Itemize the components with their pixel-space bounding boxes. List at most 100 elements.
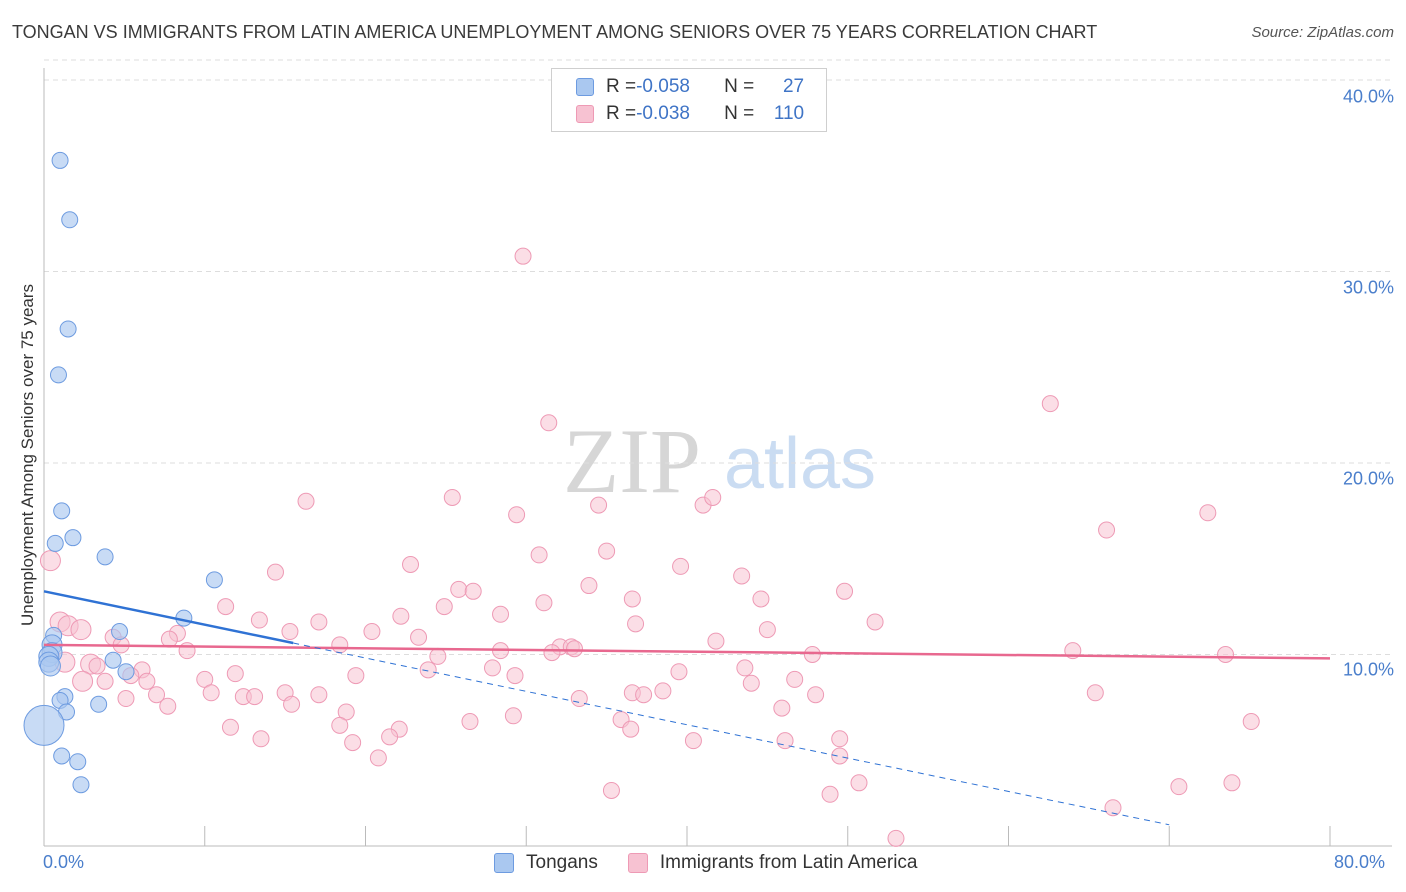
tongan-point-17 <box>117 663 135 681</box>
y-tick-label-40: 40.0% <box>1342 86 1394 107</box>
latin-point-74 <box>654 682 672 700</box>
grid <box>44 59 1392 655</box>
latin-point-18 <box>450 580 468 598</box>
latin-point-41 <box>160 630 178 648</box>
latin-point-44 <box>331 636 349 654</box>
latin-point-48 <box>565 640 583 658</box>
latin-point-109 <box>602 781 620 799</box>
tongan-point-26 <box>72 776 90 794</box>
latin-point-76 <box>635 686 653 704</box>
tongan-series <box>23 151 223 794</box>
watermark: ZIP atlas <box>563 410 876 512</box>
latin-point-81 <box>202 684 220 702</box>
latin-point-111 <box>1223 774 1241 792</box>
tongan-point-2 <box>59 320 77 338</box>
latin-point-61 <box>419 661 437 679</box>
latin-swatch <box>576 105 594 123</box>
latin-point-65 <box>347 667 365 685</box>
latin-point-87 <box>283 695 301 713</box>
legend-row-latin-america: R = -0.038 N = 110 <box>576 102 804 126</box>
tongan-legend-swatch <box>494 853 514 873</box>
latin-point-77 <box>807 686 825 704</box>
latin-point-92 <box>461 713 479 731</box>
latin-point-26 <box>435 598 453 616</box>
tongan-point-24 <box>53 747 71 765</box>
latin-point-0 <box>514 247 532 265</box>
latin-point-85 <box>246 688 264 706</box>
latin-point-70 <box>72 670 94 692</box>
latin-point-43 <box>707 632 725 650</box>
latin-point-52 <box>803 646 821 663</box>
latin-point-100 <box>252 730 270 748</box>
n-label: N = <box>724 103 755 124</box>
latin-point-31 <box>627 615 645 633</box>
legend-item-latin-america: Immigrants from Latin America <box>627 852 918 874</box>
latin-trend-line <box>43 643 1331 660</box>
latin-point-6 <box>590 496 608 514</box>
latin-point-12 <box>598 542 616 560</box>
latin-point-23 <box>752 590 770 608</box>
legend-item-tongans: Tongans <box>494 852 598 874</box>
latin-point-71 <box>96 672 114 690</box>
latin-point-60 <box>483 659 501 677</box>
latin-point-11 <box>530 546 548 564</box>
legend-label-latin-america: Immigrants from Latin America <box>659 852 918 873</box>
latin-point-103 <box>831 730 849 748</box>
latin-point-91 <box>504 707 522 725</box>
latin-point-112 <box>1104 799 1122 817</box>
latin-point-30 <box>310 613 328 631</box>
r-label: R = <box>606 76 637 97</box>
tongan-point-8 <box>205 571 223 589</box>
tongan-point-18 <box>39 655 61 677</box>
latin-point-113 <box>887 829 905 847</box>
latin-point-54 <box>1217 646 1235 663</box>
r-label: R = <box>606 103 637 124</box>
x-ticks <box>43 826 1331 846</box>
latin-point-22 <box>623 590 641 608</box>
y-tick-label-20: 20.0% <box>1342 468 1394 489</box>
latin-point-37 <box>363 623 381 641</box>
latin-point-110 <box>821 785 839 803</box>
latin-point-51 <box>543 644 561 662</box>
y-tick-label-30: 30.0% <box>1342 277 1394 298</box>
trend-lines <box>43 590 1331 826</box>
latin-point-35 <box>70 619 92 641</box>
tongan-point-6 <box>46 534 64 552</box>
latin-point-69 <box>786 670 804 688</box>
latin-point-42 <box>410 628 428 646</box>
latin-point-72 <box>138 672 156 690</box>
latin-point-62 <box>736 659 754 677</box>
chart-title: TONGAN VS IMMIGRANTS FROM LATIN AMERICA … <box>12 22 1098 42</box>
tongan-point-23 <box>23 704 65 746</box>
r-value: -0.038 <box>636 103 690 124</box>
tongan-trend-extension <box>293 642 1170 826</box>
latin-america-series <box>39 247 1260 847</box>
y-tick-label-10: 10.0% <box>1342 659 1394 680</box>
watermark-zip: ZIP <box>563 410 701 512</box>
latin-point-38 <box>758 621 776 639</box>
source-label: Source: ZipAtlas.com <box>1251 24 1394 41</box>
latin-point-55 <box>429 647 447 665</box>
n-label: N = <box>724 76 755 97</box>
latin-point-95 <box>331 716 349 734</box>
latin-point-24 <box>535 594 553 612</box>
latin-point-2 <box>1041 395 1059 413</box>
x-tick-label-max: 80.0% <box>1334 852 1386 872</box>
latin-point-3 <box>297 492 315 510</box>
latin-point-14 <box>402 555 420 573</box>
series-legend: Tongans Immigrants from Latin America <box>494 852 947 874</box>
latin-point-90 <box>773 699 791 717</box>
x-tick-label-min: 0.0% <box>43 852 85 872</box>
latin-point-19 <box>464 582 482 600</box>
legend-label-tongans: Tongans <box>526 852 598 873</box>
latin-point-83 <box>117 690 135 708</box>
latin-point-88 <box>159 697 177 715</box>
latin-point-96 <box>221 718 239 736</box>
latin-point-28 <box>392 607 410 625</box>
latin-point-13 <box>39 550 61 572</box>
latin-point-105 <box>831 747 849 765</box>
latin-point-16 <box>733 567 751 585</box>
latin-point-17 <box>266 563 284 581</box>
latin-point-106 <box>369 749 387 767</box>
tongan-point-7 <box>96 548 114 566</box>
